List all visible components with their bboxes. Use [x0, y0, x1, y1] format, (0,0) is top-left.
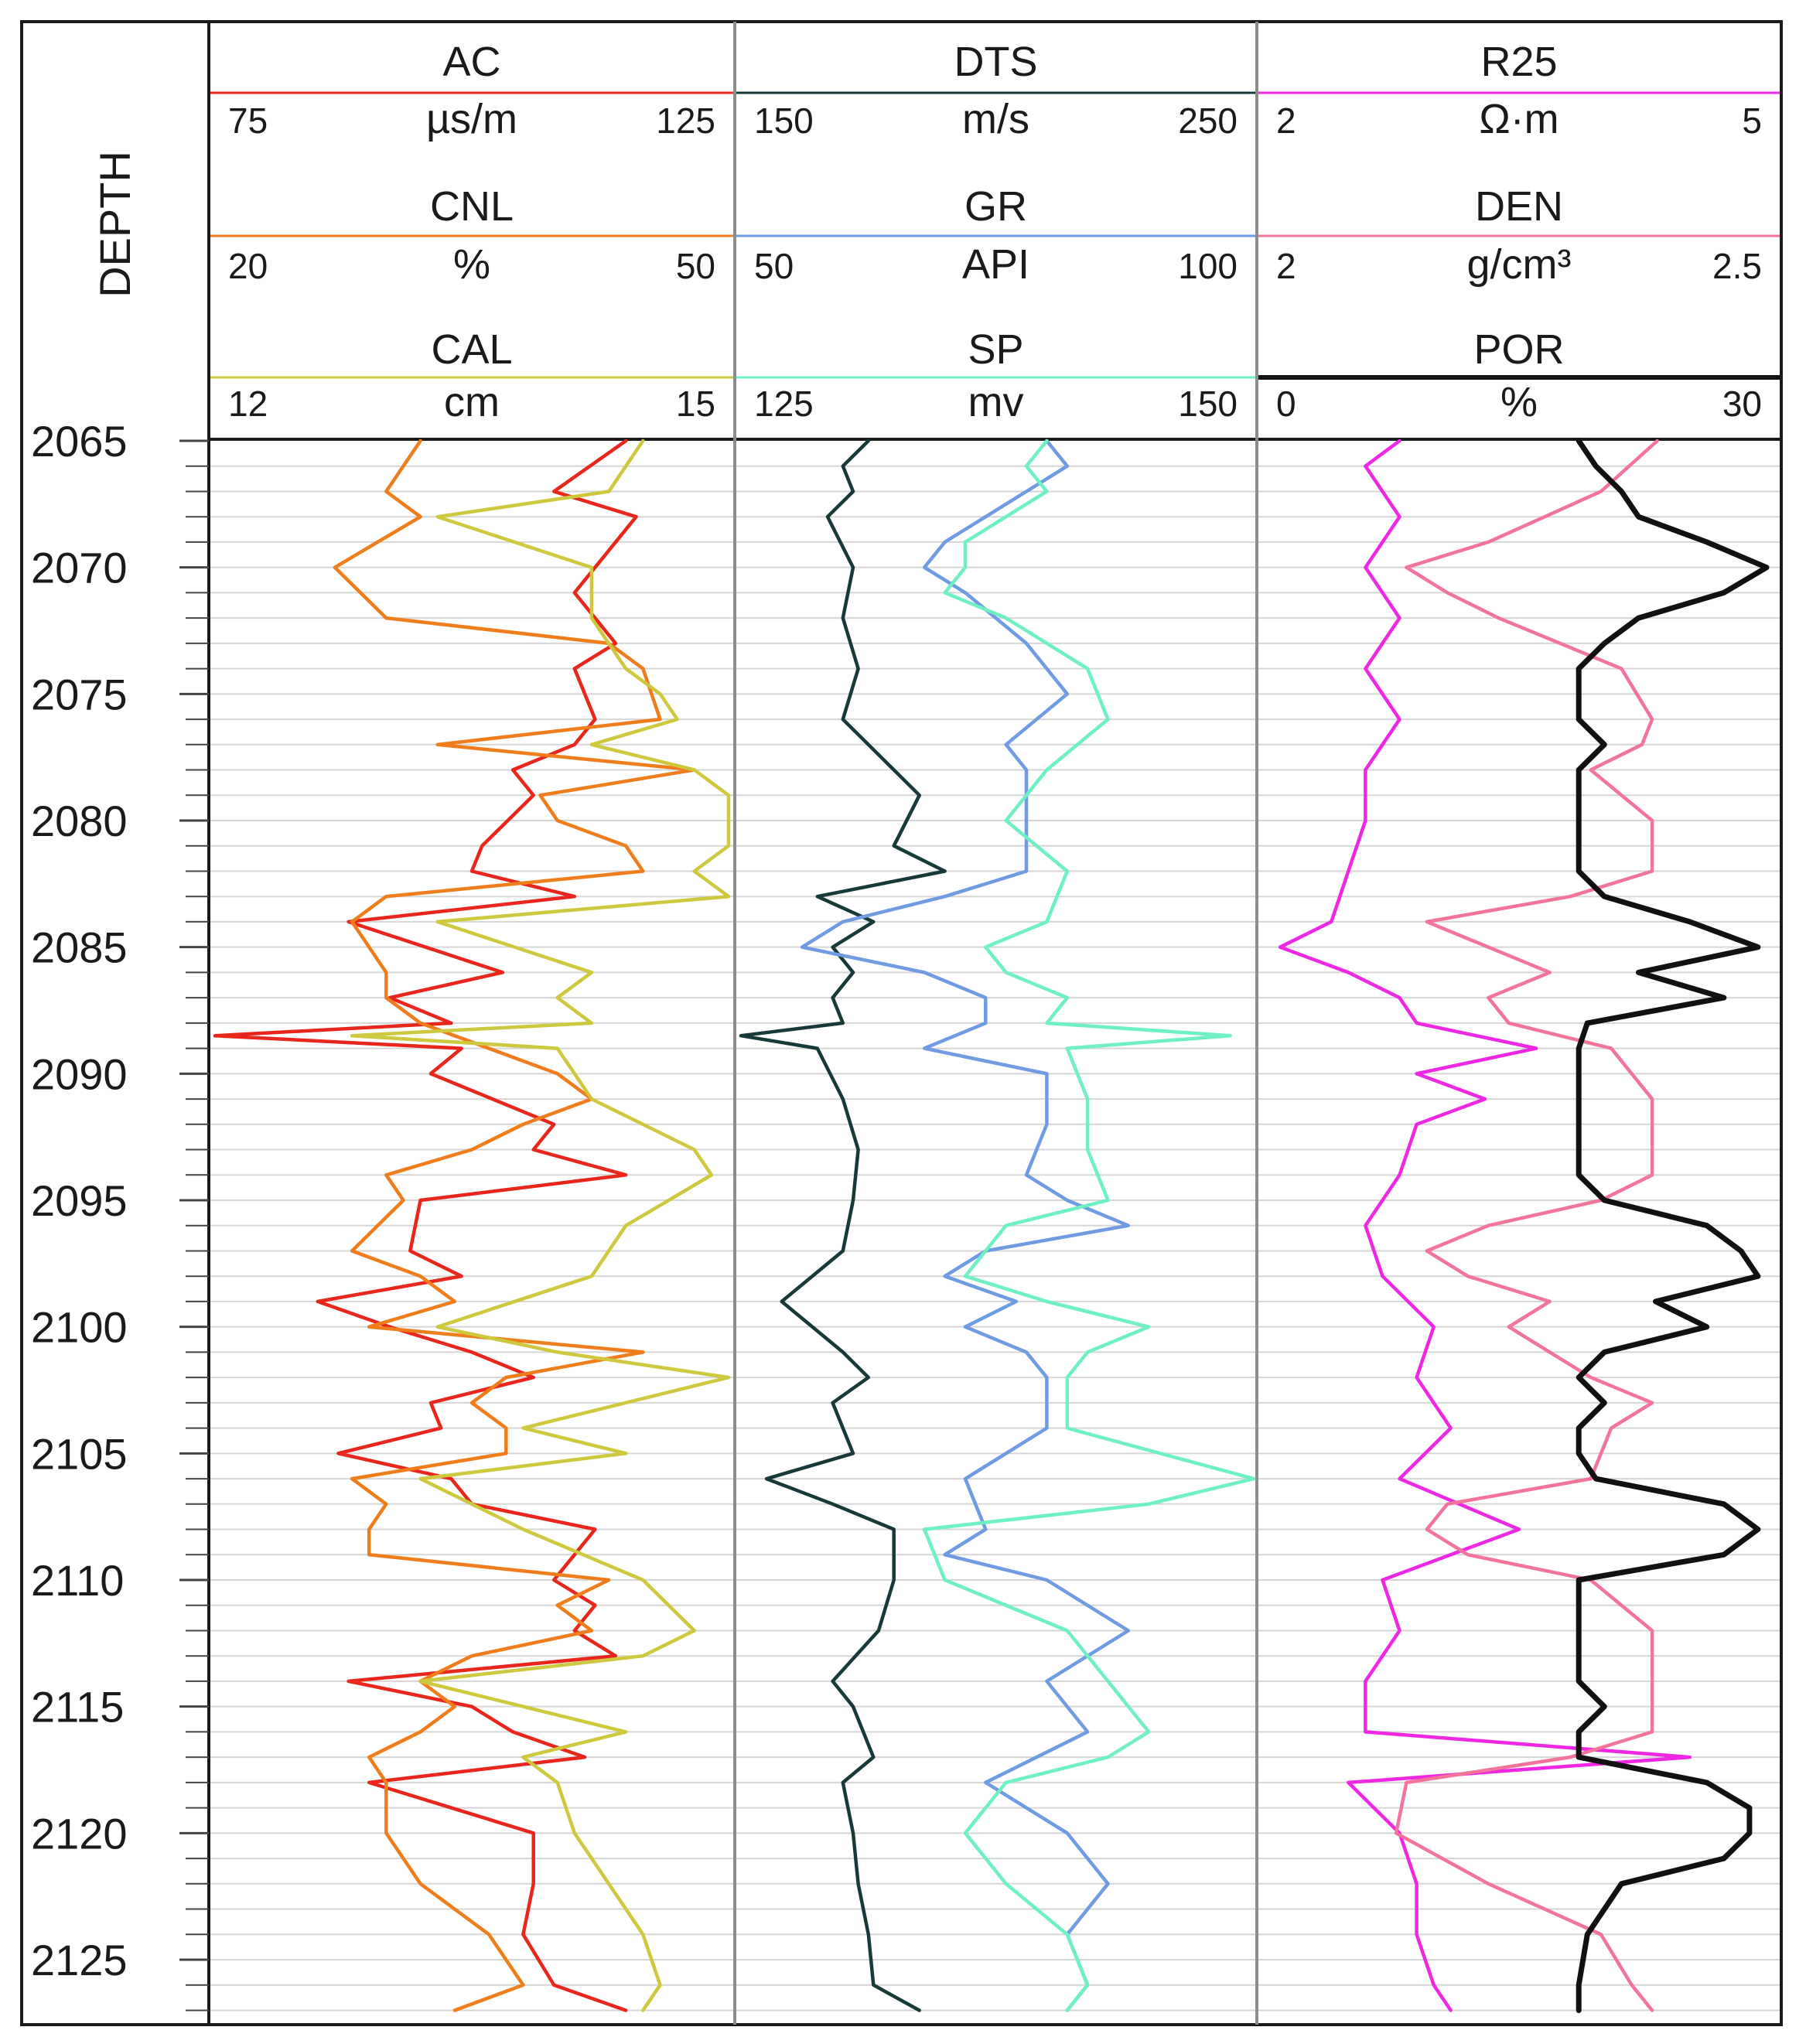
- gr-curve: [800, 438, 1131, 2012]
- sp-scale-max: 150: [1178, 384, 1238, 424]
- depth-axis: DEPTH 2065 2070 2075 2080 2085 2090 2095 2100 21…: [31, 151, 209, 2012]
- outer-border: [20, 20, 1783, 2026]
- den-scale-max: 2.5: [1712, 246, 1762, 286]
- depth-tick-label: 2075: [31, 670, 128, 718]
- r25-curve: [1278, 438, 1692, 2012]
- ac-unit: µs/m: [426, 96, 517, 142]
- por-curve-name: POR: [1473, 326, 1564, 373]
- cnl-curve-name: CNL: [430, 183, 514, 230]
- cal-unit: cm: [444, 379, 500, 425]
- ac-scale-min: 75: [228, 101, 268, 141]
- por-scale-max: 30: [1722, 384, 1762, 424]
- dts-scale-min: 150: [754, 101, 814, 141]
- ac-curve: [213, 438, 638, 2012]
- cnl-curve: [333, 438, 696, 2012]
- cal-curve: [350, 438, 731, 2012]
- cnl-unit: %: [453, 241, 490, 288]
- por-curve: [1576, 438, 1770, 2013]
- depth-axis-title: DEPTH: [90, 151, 139, 298]
- por-scale-min: 0: [1276, 384, 1296, 424]
- cal-scale-min: 12: [228, 384, 268, 424]
- gridlines: [209, 465, 1781, 2012]
- ac-scale-max: 125: [656, 101, 715, 141]
- den-scale-min: 2: [1276, 246, 1296, 286]
- por-unit: %: [1500, 379, 1538, 425]
- cnl-scale-max: 50: [676, 246, 715, 286]
- depth-tick-label: 2085: [31, 923, 128, 972]
- cal-scale-max: 15: [676, 384, 715, 424]
- gr-scale-max: 100: [1178, 246, 1238, 286]
- depth-tick-label: 2110: [31, 1556, 124, 1605]
- depth-tick-label: 2095: [31, 1176, 128, 1225]
- sp-curve: [922, 438, 1256, 2012]
- r25-curve-name: R25: [1480, 39, 1557, 85]
- sp-scale-min: 125: [754, 384, 814, 424]
- dts-scale-max: 250: [1178, 101, 1238, 141]
- gr-unit: API: [962, 241, 1029, 288]
- depth-tick-label: 2080: [31, 797, 128, 845]
- depth-tick-label: 2100: [31, 1303, 128, 1352]
- dts-unit: m/s: [962, 96, 1029, 142]
- depth-tick-label: 2065: [31, 417, 128, 466]
- gr-scale-min: 50: [754, 246, 794, 286]
- depth-tick-label: 2090: [31, 1049, 128, 1098]
- r25-scale-max: 5: [1742, 101, 1762, 141]
- track-dividers: [733, 22, 1258, 2025]
- depth-tick-label: 2115: [31, 1683, 124, 1732]
- gr-curve-name: GR: [964, 183, 1027, 230]
- cnl-scale-min: 20: [228, 246, 268, 286]
- ac-curve-name: AC: [442, 39, 500, 85]
- r25-unit: Ω·m: [1479, 96, 1558, 142]
- sp-curve-name: SP: [968, 326, 1023, 373]
- den-unit: g/cm³: [1467, 241, 1572, 288]
- curves: [213, 438, 1770, 2013]
- den-curve-name: DEN: [1475, 183, 1563, 230]
- depth-tick-label: 2125: [31, 1936, 128, 1984]
- sp-unit: mv: [968, 379, 1024, 425]
- cal-curve-name: CAL: [431, 326, 512, 373]
- depth-tick-label: 2070: [31, 544, 128, 592]
- den-curve: [1394, 438, 1659, 2012]
- depth-tick-label: 2105: [31, 1429, 128, 1478]
- dts-curve: [739, 438, 947, 2012]
- r25-scale-min: 2: [1276, 101, 1296, 141]
- dts-curve-name: DTS: [954, 39, 1038, 85]
- depth-tick-label: 2120: [31, 1809, 128, 1858]
